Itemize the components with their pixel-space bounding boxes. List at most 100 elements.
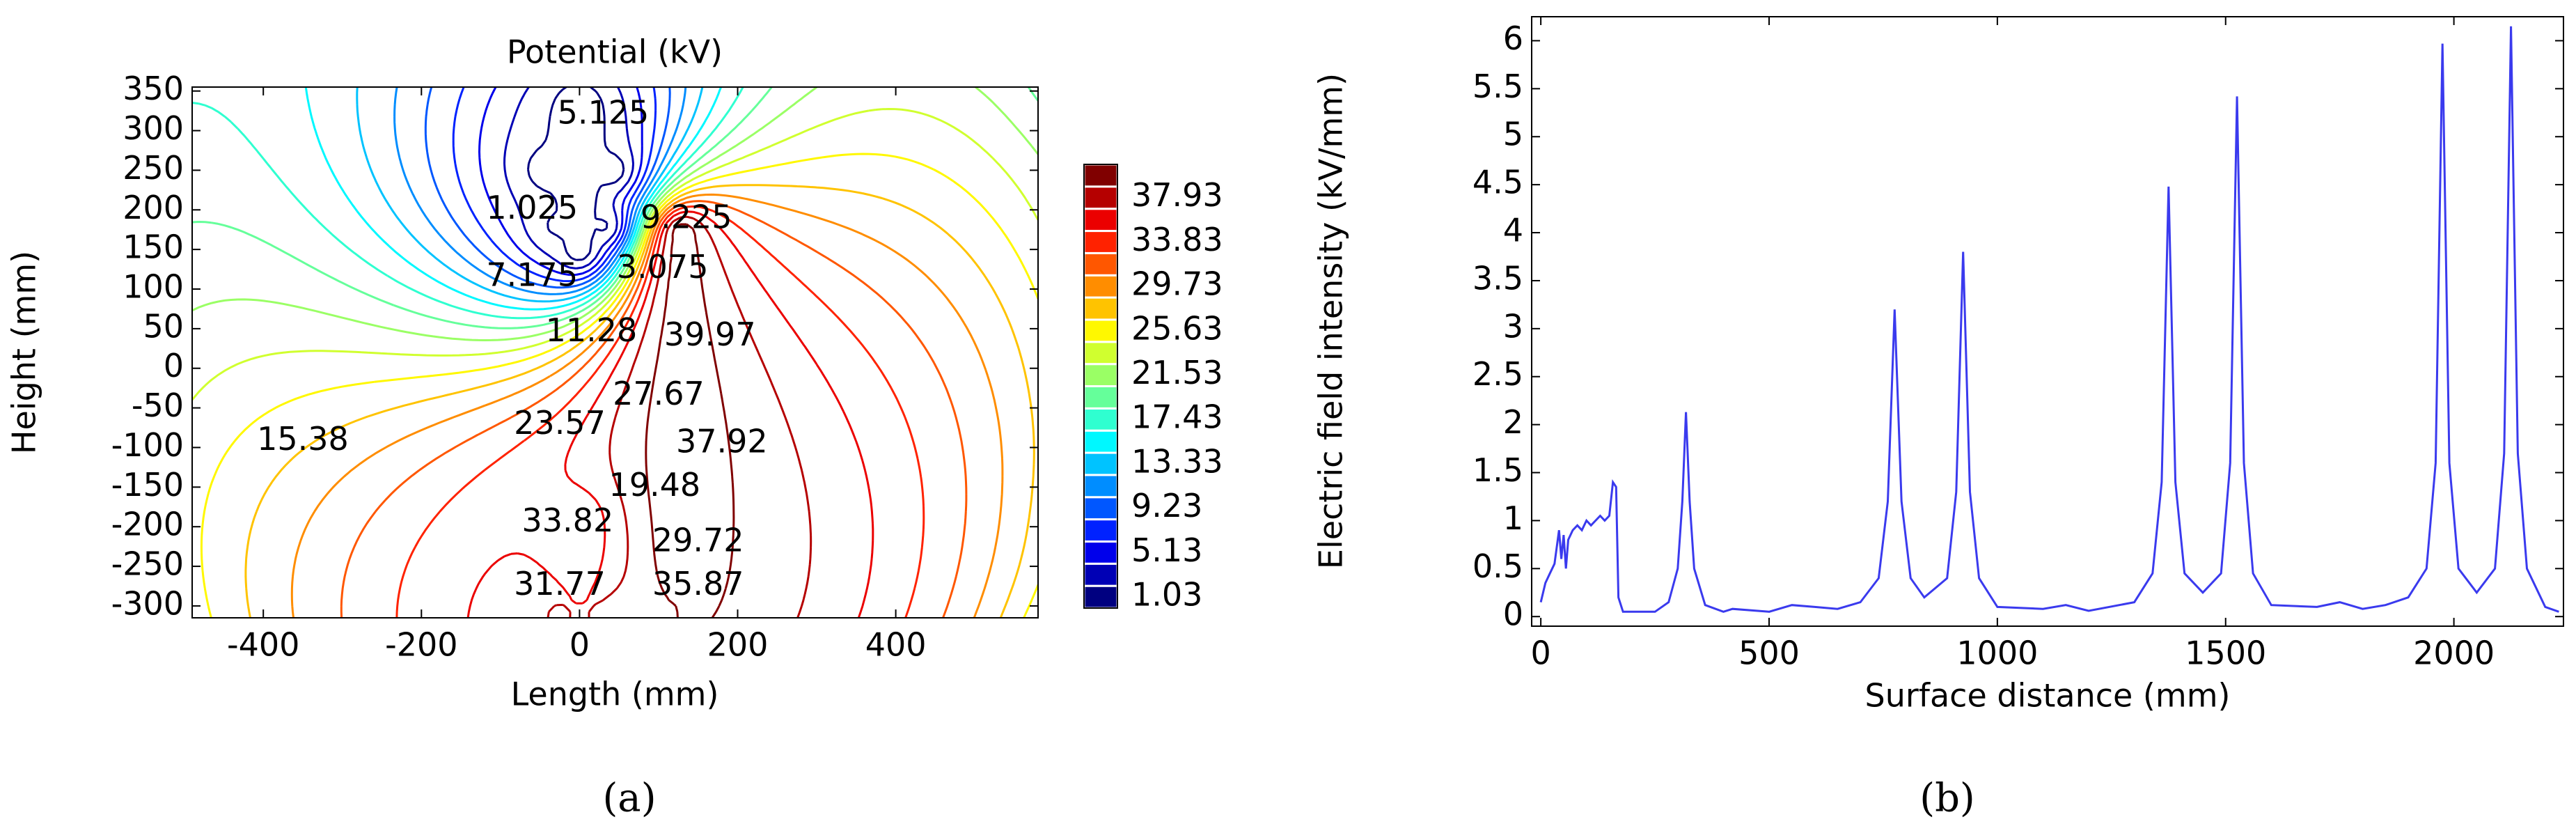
y-tick-label: 5.5	[1472, 68, 1523, 105]
contour-line	[395, 205, 925, 618]
colorbar-tick-label: 33.83	[1131, 221, 1223, 258]
y-tick-label: -100	[111, 426, 184, 464]
colorbar-segment	[1083, 496, 1119, 521]
colorbar-segment	[1083, 163, 1119, 188]
chart-title: Potential (kV)	[507, 33, 723, 71]
colorbar-tick-label: 25.63	[1131, 309, 1223, 347]
contour-line	[244, 184, 1035, 618]
x-tick-label: -400	[227, 626, 299, 664]
contour-label: 29.72	[652, 521, 744, 559]
contour-line	[466, 210, 874, 618]
y-tick-label: -300	[111, 584, 184, 622]
contour-line	[192, 87, 1038, 329]
y-axis-label: Electric field intensity (kV/mm)	[1312, 73, 1350, 569]
contour-label: 31.77	[514, 565, 606, 602]
contour-label: 5.125	[558, 93, 650, 131]
y-tick-label: -50	[132, 387, 184, 424]
panel-label: (a)	[602, 776, 656, 821]
colorbar-tick-label: 17.43	[1131, 398, 1223, 436]
colorbar-segment	[1083, 230, 1119, 254]
colorbar-segment	[1083, 407, 1119, 432]
y-tick-label: 0.5	[1472, 547, 1523, 585]
colorbar-segment	[1083, 584, 1119, 609]
contour-label: 1.025	[486, 189, 578, 226]
plot-frame	[191, 86, 1039, 619]
contour-line	[424, 87, 671, 289]
contour-label: 37.92	[676, 422, 768, 460]
colorbar-segment	[1083, 385, 1119, 410]
colorbar-segment	[1083, 318, 1119, 343]
y-tick-label: 1.5	[1472, 451, 1523, 489]
y-tick-label: 150	[123, 228, 184, 266]
contour-line	[356, 87, 704, 303]
y-tick-label: 350	[123, 70, 184, 107]
colorbar-segment	[1083, 208, 1119, 233]
colorbar-segment	[1083, 562, 1119, 587]
contour-line	[192, 87, 1038, 341]
line-series	[1539, 26, 2559, 613]
y-tick-label: 0	[164, 347, 184, 384]
y-tick-label: -250	[111, 545, 184, 583]
colorbar-tick-label: 21.53	[1131, 354, 1223, 391]
contour-line	[304, 87, 722, 311]
colorbar-segment	[1083, 185, 1119, 210]
colorbar-tick-label: 1.03	[1131, 575, 1202, 613]
y-tick-label: 0	[1503, 596, 1523, 633]
y-tick-label: 200	[123, 189, 184, 226]
x-tick-label: 0	[570, 626, 590, 664]
y-tick-label: 50	[143, 307, 184, 345]
colorbar-tick-label: 37.93	[1131, 176, 1223, 214]
contour-label: 39.97	[664, 316, 756, 353]
contour-line	[547, 215, 812, 618]
contour-line	[393, 87, 687, 295]
y-tick-label: -150	[111, 466, 184, 504]
y-tick-label: 2	[1503, 403, 1523, 441]
x-tick-label: 1000	[1956, 635, 2038, 672]
x-axis-label: Surface distance (mm)	[1865, 677, 2231, 715]
contours	[192, 87, 1038, 618]
x-tick-label: 200	[707, 626, 769, 664]
contour-label: 3.075	[617, 248, 709, 286]
y-tick-label: 1	[1503, 499, 1523, 537]
contour-line	[645, 223, 735, 618]
y-tick-label: 3	[1503, 307, 1523, 345]
y-tick-label: 2.5	[1472, 355, 1523, 393]
colorbar-segment	[1083, 341, 1119, 366]
colorbar-segment	[1083, 251, 1119, 277]
y-tick-label: 3.5	[1472, 259, 1523, 297]
x-tick-label: 1500	[2185, 635, 2266, 672]
colorbar-segment	[1083, 274, 1119, 299]
contour-line	[200, 153, 1038, 618]
contour-label: 15.38	[257, 420, 349, 458]
plot-frame	[1531, 16, 2564, 627]
x-tick-label: 0	[1530, 635, 1550, 672]
y-tick-label: 5	[1503, 116, 1523, 153]
panel-label: (b)	[1919, 776, 1975, 821]
contour-line	[290, 193, 1004, 618]
x-tick-label: 400	[865, 626, 927, 664]
colorbar-tick-label: 5.13	[1131, 531, 1202, 569]
contour-line	[452, 87, 657, 283]
contour-line	[527, 87, 625, 261]
y-tick-label: -200	[111, 506, 184, 543]
y-axis-label: Height (mm)	[6, 251, 43, 454]
x-tick-label: -200	[385, 626, 457, 664]
x-tick-label: 2000	[2413, 635, 2495, 672]
colorbar-segment	[1083, 363, 1119, 388]
x-axis-label: Length (mm)	[511, 676, 719, 713]
colorbar-segment	[1083, 429, 1119, 454]
contour-line	[192, 87, 744, 320]
contour-label: 33.82	[522, 501, 614, 539]
contour-label: 35.87	[652, 565, 744, 602]
contour-label: 23.57	[514, 404, 606, 442]
contour-line	[503, 87, 634, 270]
colorbar-segment	[1083, 518, 1119, 543]
colorbar-tick-label: 9.23	[1131, 487, 1202, 524]
x-tick-label: 500	[1738, 635, 1800, 672]
y-tick-label: 250	[123, 149, 184, 187]
contour-label: 11.28	[546, 311, 638, 349]
contour-line	[340, 200, 968, 618]
y-tick-label: 300	[123, 109, 184, 147]
contour-label: 27.67	[613, 375, 705, 412]
colorbar-segment	[1083, 474, 1119, 499]
